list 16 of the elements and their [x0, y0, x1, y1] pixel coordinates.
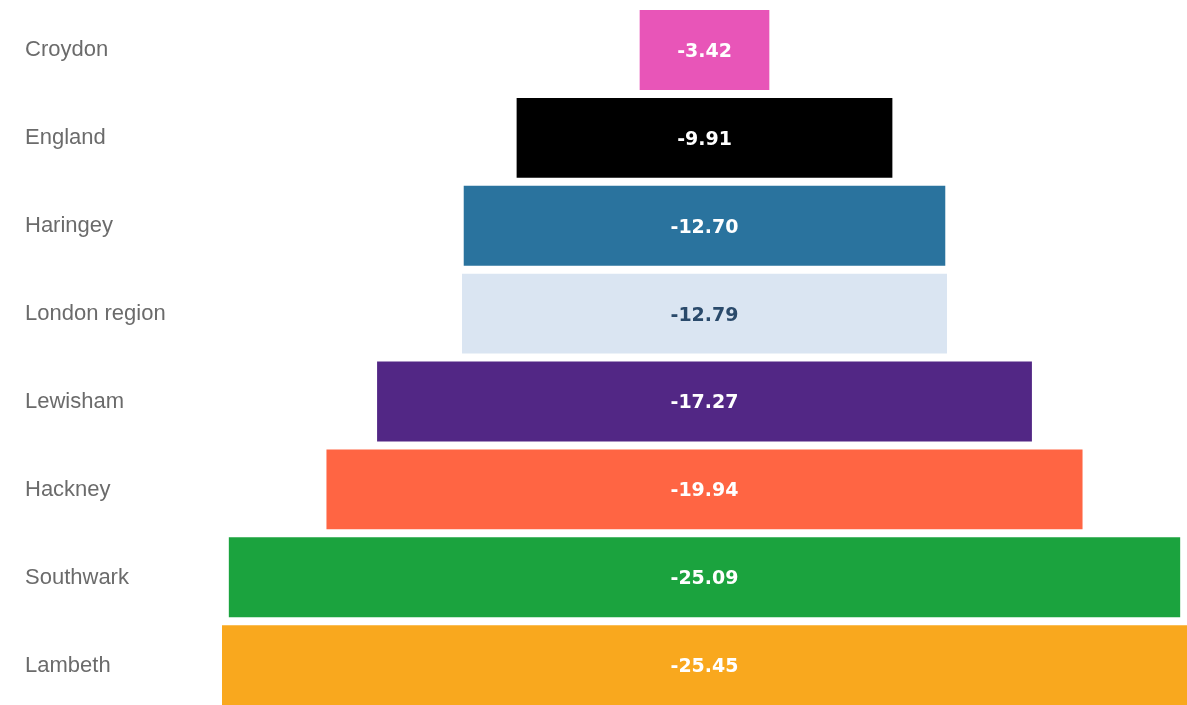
category-label: London region [25, 300, 166, 326]
data-label: -19.94 [670, 478, 739, 501]
category-label: Lambeth [25, 651, 111, 677]
category-label: Southwark [25, 563, 130, 589]
category-label: England [25, 124, 106, 150]
data-label: -12.70 [670, 214, 739, 237]
data-label: -17.27 [670, 390, 739, 413]
category-label: Hackney [25, 475, 111, 501]
data-label: -25.09 [670, 566, 739, 589]
category-label: Lewisham [25, 387, 125, 413]
data-label: -12.79 [670, 302, 739, 325]
data-label: -9.91 [677, 126, 732, 149]
data-label: -3.42 [677, 38, 732, 61]
category-label: Croydon [25, 36, 109, 62]
category-label: Haringey [25, 212, 114, 238]
data-label: -25.45 [670, 654, 739, 677]
